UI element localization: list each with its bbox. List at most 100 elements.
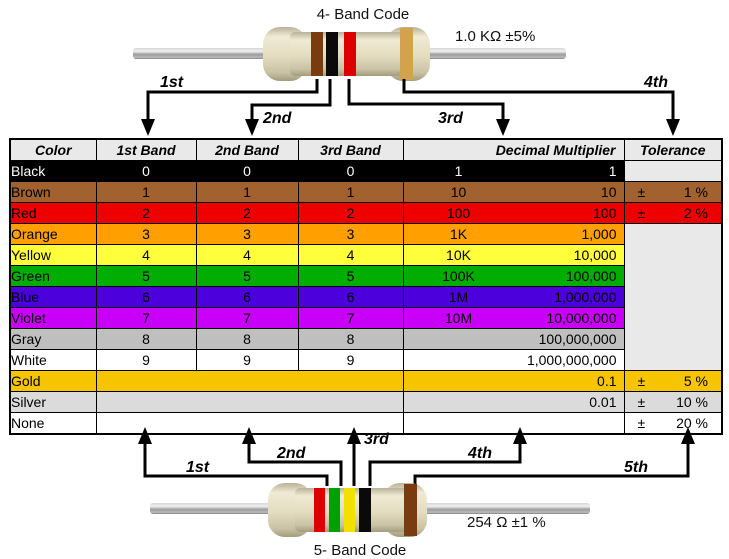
bands-merged-empty-cell: [95, 370, 404, 392]
band-digit-cell: 9: [195, 349, 299, 371]
color-name-cell: None: [9, 412, 97, 435]
table-row-violet: Violet 7 7 7 10M 10,000,000: [9, 307, 722, 329]
multiplier-cell: 1K 1,000: [402, 223, 625, 245]
header-row: Color 1st Band 2nd Band 3rd Band Decimal…: [9, 138, 723, 161]
tolerance-value: 2 %: [683, 205, 708, 221]
arrowhead-1st: [138, 427, 152, 444]
header-tolerance: Tolerance: [623, 138, 723, 161]
color-name-cell: Blue: [9, 286, 97, 308]
arrow-1st: [143, 443, 329, 486]
multiplier-long: 100: [593, 205, 617, 221]
color-name-cell: Brown: [9, 181, 97, 203]
multiplier-long: 10,000,000: [546, 310, 617, 326]
band-brown-5th: [404, 484, 417, 536]
color-name-cell: Silver: [9, 391, 97, 413]
multiplier-short: 10K: [446, 247, 471, 263]
resistor-code-table: Color 1st Band 2nd Band 3rd Band Decimal…: [9, 138, 723, 435]
band-digit-cell: 8: [195, 328, 299, 350]
table-row-orange: Orange 3 3 3 1K 1,000: [9, 223, 723, 371]
arrow-2nd: [247, 443, 343, 486]
band-digit-cell: 0: [195, 160, 299, 182]
tolerance-cell: ± 20 %: [623, 412, 723, 435]
multiplier-cell: 10 10: [402, 181, 625, 203]
tolerance-sign: ±: [637, 184, 646, 200]
table-row-blue: Blue 6 6 6 1M 1,000,000: [9, 286, 722, 308]
multiplier-long: 0.01: [589, 394, 617, 410]
header-decimal-multiplier: Decimal Multiplier: [402, 138, 625, 161]
multiplier-long: 10: [600, 184, 617, 200]
tolerance-value: 20 %: [676, 415, 708, 431]
band-digit-cell: 9: [297, 349, 404, 371]
color-name-cell: Orange: [9, 223, 97, 245]
table-row-silver: Silver 0.01 ± 10 %: [9, 391, 723, 413]
band-digit-cell: 1: [195, 181, 299, 203]
tolerance-cell-merged-empty: [623, 223, 723, 371]
band-brown-1st: [311, 32, 323, 76]
band-digit-cell: 8: [297, 328, 404, 350]
arrow-label-3rd: 3rd: [438, 110, 464, 127]
five-band-resistor: [150, 483, 590, 537]
band-digit-cell: 6: [297, 286, 404, 308]
band-digit-cell: 7: [95, 307, 197, 329]
band-digit-cell: 1: [297, 181, 404, 203]
multiplier-cell: 100K 100,000: [402, 265, 625, 287]
table-row-brown: Brown 1 1 1 10 10 ± 1 %: [9, 181, 723, 203]
four-band-value: 1.0 KΩ ±5%: [455, 28, 535, 45]
arrow-label-2nd: 2nd: [276, 445, 307, 462]
five-band-arrows: 1st 2nd 3rd 4th 5th: [138, 427, 695, 486]
color-name-cell: Violet: [9, 307, 97, 329]
color-name-cell: Green: [9, 265, 97, 287]
tolerance-value: 5 %: [683, 373, 708, 389]
arrow-label-4th: 4th: [643, 74, 668, 91]
multiplier-long: 100,000: [565, 268, 617, 284]
band-digit-cell: 5: [95, 265, 197, 287]
arrow-4th: [402, 79, 675, 120]
multiplier-short: 10: [450, 184, 467, 200]
band-digit-cell: 3: [95, 223, 197, 245]
multiplier-long: 1,000,000,000: [526, 352, 617, 368]
five-band-title: 5- Band Code: [314, 542, 407, 559]
band-digit-cell: 0: [95, 160, 197, 182]
arrow-2nd: [250, 79, 332, 120]
multiplier-cell: 0.01: [402, 391, 625, 413]
table-row-white: White 9 9 9 1,000,000,000: [9, 349, 722, 371]
band-black-4th: [359, 488, 371, 532]
arrowhead-1st: [141, 119, 155, 136]
color-name-cell: Red: [9, 202, 97, 224]
tolerance-cell: ± 2 %: [623, 202, 723, 224]
table-row-green: Green 5 5 5 100K 100,000: [9, 265, 722, 287]
four-band-diagram: 4- Band Code 1.0 KΩ ±5% 1st 2nd 3rd 4th: [133, 6, 680, 136]
table-row-red: Red 2 2 2 100 100 ± 2 %: [9, 202, 723, 224]
tolerance-cell: ± 1 %: [623, 181, 723, 203]
multiplier-long: 1,000: [581, 226, 617, 242]
multiplier-cell: 10M 10,000,000: [402, 307, 625, 329]
table-row-none: None ± 20 %: [9, 412, 723, 435]
multiplier-short: 100: [446, 205, 471, 221]
tolerance-sign: ±: [637, 394, 646, 410]
tolerance-value: 10 %: [676, 394, 708, 410]
multiplier-short: 1K: [449, 226, 468, 242]
color-name-cell: White: [9, 349, 97, 371]
five-band-diagram: 1st 2nd 3rd 4th 5th 254 Ω ±1 %: [138, 427, 695, 559]
arrow-1st: [146, 79, 319, 120]
multiplier-long: 1,000,000: [554, 289, 617, 305]
band-digit-cell: 0: [297, 160, 404, 182]
tolerance-cell-empty: [623, 160, 723, 182]
tolerance-sign: ±: [637, 415, 646, 431]
band-gold-4th: [400, 28, 413, 80]
arrow-label-4th: 4th: [467, 445, 492, 462]
arrow-label-3rd: 3rd: [364, 431, 390, 448]
multiplier-cell: 100,000,000: [402, 328, 625, 350]
arrowhead-5th: [681, 427, 695, 444]
band-digit-cell: 5: [195, 265, 299, 287]
band-digit-cell: 5: [297, 265, 404, 287]
arrow-3rd: [347, 79, 505, 120]
header-color: Color: [9, 138, 97, 161]
table-row-gold: Gold 0.1 ± 5 %: [9, 370, 723, 392]
four-band-arrows: 1st 2nd 3rd 4th: [141, 74, 680, 136]
table-row-gray: Gray 8 8 8 100,000,000: [9, 328, 722, 350]
band-digit-cell: 7: [195, 307, 299, 329]
arrowhead-4th: [513, 427, 527, 444]
arrow-5th: [413, 443, 690, 486]
multiplier-short: 1M: [448, 289, 469, 305]
